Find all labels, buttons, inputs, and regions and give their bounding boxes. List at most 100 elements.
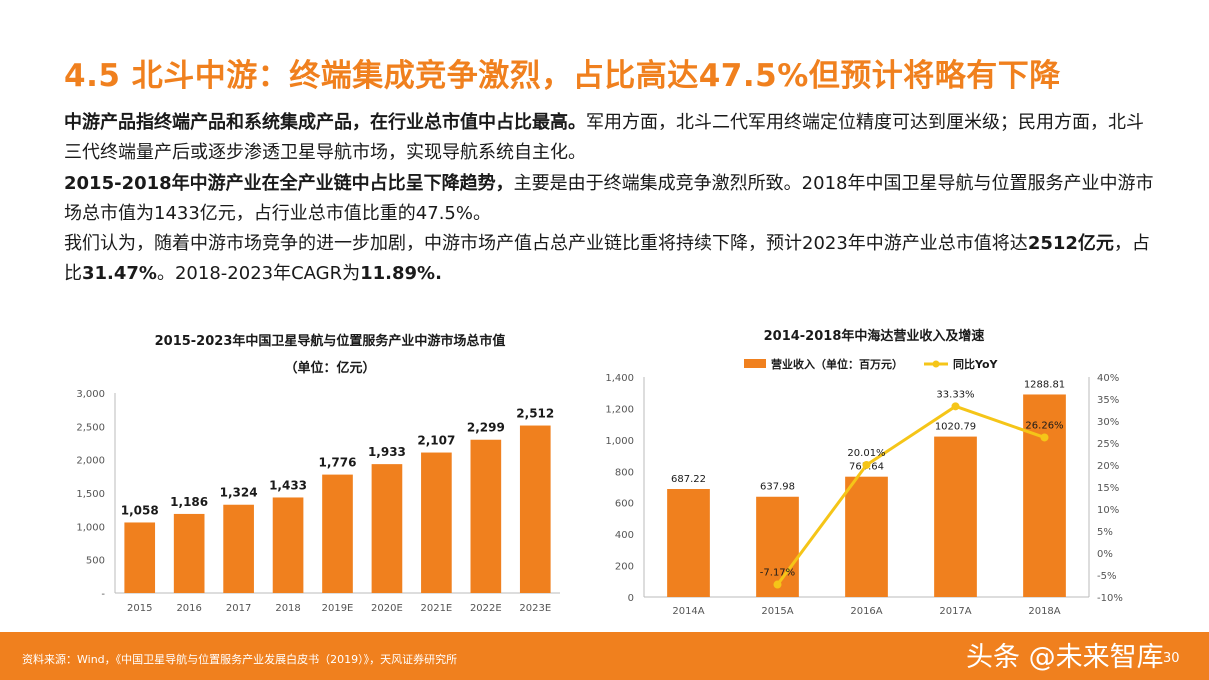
y-right-tick-label: -5% xyxy=(1097,571,1116,582)
bar xyxy=(124,522,156,593)
y-right-tick-label: 5% xyxy=(1097,527,1113,538)
bar-value-label: 1,933 xyxy=(368,445,406,459)
chart-title: 2014-2018年中海达营业收入及增速 xyxy=(764,328,985,344)
chart-title: 2015-2023年中国卫星导航与位置服务产业中游市场总市值 xyxy=(155,333,506,349)
bar-value-label: 1288.81 xyxy=(1024,379,1065,390)
bar xyxy=(845,476,888,597)
paragraph-run: 。2018-2023年CAGR为 xyxy=(156,263,361,284)
bar-value-label: 2,107 xyxy=(417,434,455,448)
paragraph-run: 31.47% xyxy=(82,263,157,284)
watermark: 头条 @未来智库 xyxy=(966,642,1164,673)
bar xyxy=(667,489,710,597)
footer-bar xyxy=(0,632,1209,680)
y-left-tick-label: 200 xyxy=(615,562,634,573)
y-left-tick-label: 1,000 xyxy=(605,436,634,447)
bar-value-label: 1,433 xyxy=(269,478,307,492)
y-tick-label: 1,500 xyxy=(76,489,105,500)
yoy-line xyxy=(776,404,1045,586)
y-left-tick-label: 0 xyxy=(628,593,634,604)
paragraph-run: 2015-2018年中游产业在全产业链中占比呈下降趋势， xyxy=(64,173,514,194)
bar xyxy=(470,439,502,593)
y-tick-label: 2,000 xyxy=(76,456,105,467)
yoy-point xyxy=(773,580,782,589)
bar xyxy=(519,425,551,593)
paragraph-run: ，占比 xyxy=(64,233,1150,284)
y-left-tick-label: 1,200 xyxy=(605,404,634,415)
bar xyxy=(934,436,977,597)
source-note: 资料来源：Wind，《中国卫星导航与位置服务产业发展白皮书（2019）》，天风证… xyxy=(22,653,458,666)
legend-label-bar: 营业收入（单位：百万元） xyxy=(771,357,903,371)
paragraph-run: 主要是由于终端集成竞争激烈所致。2018年中国卫星导航与位置服务产业中游市场总市… xyxy=(64,173,1154,224)
y-left-tick-label: 800 xyxy=(615,467,634,478)
bar-value-label: 1,324 xyxy=(220,486,258,500)
y-tick-label: - xyxy=(101,589,105,600)
y-right-tick-label: 20% xyxy=(1097,461,1119,472)
paragraph-2: 2015-2018年中游产业在全产业链中占比呈下降趋势，主要是由于终端集成竞争激… xyxy=(64,169,1154,229)
bar-value-label: 2,512 xyxy=(516,407,554,421)
yoy-value-label: 20.01% xyxy=(847,448,885,459)
x-tick-label: 2017 xyxy=(226,603,251,614)
revenue-growth-combo-chart: 2014-2018年中海达营业收入及增速 营业收入（单位：百万元） 同比YoY 0 20… xyxy=(594,320,1154,625)
bar-value-label: 2,299 xyxy=(467,421,505,435)
x-tick-label: 2017A xyxy=(939,606,971,617)
y-left-tick-label: 1,400 xyxy=(605,373,634,384)
bar-value-label: 637.98 xyxy=(760,482,795,493)
legend-marker-line xyxy=(932,360,940,368)
y-right-tick-label: 10% xyxy=(1097,505,1119,516)
page-title: 4.5 北斗中游：终端集成竞争激烈，占比高达47.5%但预计将略有下降 xyxy=(64,58,1061,94)
bar xyxy=(173,513,205,593)
paragraph-run: 军用方面，北斗二代军用终端定位精度可达到厘米级；民用方面，北斗三代终端量产后或逐… xyxy=(64,112,1144,163)
paragraph-1: 中游产品指终端产品和系统集成产品，在行业总市值中占比最高。军用方面，北斗二代军用… xyxy=(64,108,1154,168)
page-number: 30 xyxy=(1163,651,1180,666)
yoy-value-label: 26.26% xyxy=(1025,420,1063,431)
yoy-value-label: 33.33% xyxy=(936,389,974,400)
paragraph-run: 中游产品指终端产品和系统集成产品，在行业总市值中占比最高。 xyxy=(64,112,586,133)
x-tick-label: 2014A xyxy=(672,606,704,617)
bar xyxy=(1023,394,1066,597)
paragraph-3: 我们认为，随着中游市场竞争的进一步加剧，中游市场产值占总产业链比重将持续下降，预… xyxy=(64,229,1154,289)
x-tick-label: 2016 xyxy=(176,603,201,614)
bar xyxy=(756,496,799,597)
x-tick-label: 2022E xyxy=(470,603,502,614)
bar-value-label: 687.22 xyxy=(671,474,706,485)
bar xyxy=(371,464,403,593)
y-left-tick-label: 600 xyxy=(615,499,634,510)
paragraph-run: 我们认为，随着中游市场竞争的进一步加剧，中游市场产值占总产业链比重将持续下降，预… xyxy=(64,233,1028,254)
legend-swatch-bar xyxy=(744,359,766,368)
paragraph-run: 2512亿元 xyxy=(1027,233,1114,254)
bar-value-label: 1020.79 xyxy=(935,422,976,433)
yoy-value-label: -7.17% xyxy=(760,568,795,579)
y-right-tick-label: 40% xyxy=(1097,373,1119,384)
paragraph-run: 11.89%. xyxy=(360,263,442,284)
y-right-tick-label: -10% xyxy=(1097,593,1123,604)
market-value-chart-svg: 2015-2023年中国卫星导航与位置服务产业中游市场总市值 （单位：亿元） - 50… xyxy=(76,333,560,614)
y-right-tick-label: 0% xyxy=(1097,549,1113,560)
y-tick-label: 1,000 xyxy=(76,522,105,533)
y-right-tick-label: 15% xyxy=(1097,483,1119,494)
y-right-tick-label: 25% xyxy=(1097,439,1119,450)
x-tick-label: 2015 xyxy=(127,603,152,614)
bar xyxy=(421,452,452,593)
yoy-point xyxy=(951,402,960,411)
yoy-point xyxy=(862,460,871,469)
x-tick-label: 2015A xyxy=(761,606,793,617)
bar xyxy=(272,497,304,593)
x-tick-label: 2018A xyxy=(1028,606,1060,617)
x-tick-label: 2023E xyxy=(519,603,551,614)
y-right-tick-label: 30% xyxy=(1097,417,1119,428)
yoy-point xyxy=(1040,433,1049,442)
x-tick-label: 2021E xyxy=(420,603,452,614)
y-left-tick-label: 400 xyxy=(615,530,634,541)
bar-value-label: 1,776 xyxy=(319,456,357,470)
bar xyxy=(322,474,353,593)
chart-subtitle: （单位：亿元） xyxy=(284,360,375,376)
x-tick-label: 2020E xyxy=(371,603,403,614)
x-tick-label: 2018 xyxy=(275,603,300,614)
bar-value-label: 1,058 xyxy=(121,503,159,517)
y-tick-label: 500 xyxy=(86,556,105,567)
bar xyxy=(223,504,254,593)
y-right-tick-label: 35% xyxy=(1097,395,1119,406)
y-tick-label: 3,000 xyxy=(76,389,105,400)
bar-value-label: 1,186 xyxy=(170,495,208,509)
x-tick-label: 2019E xyxy=(322,603,354,614)
